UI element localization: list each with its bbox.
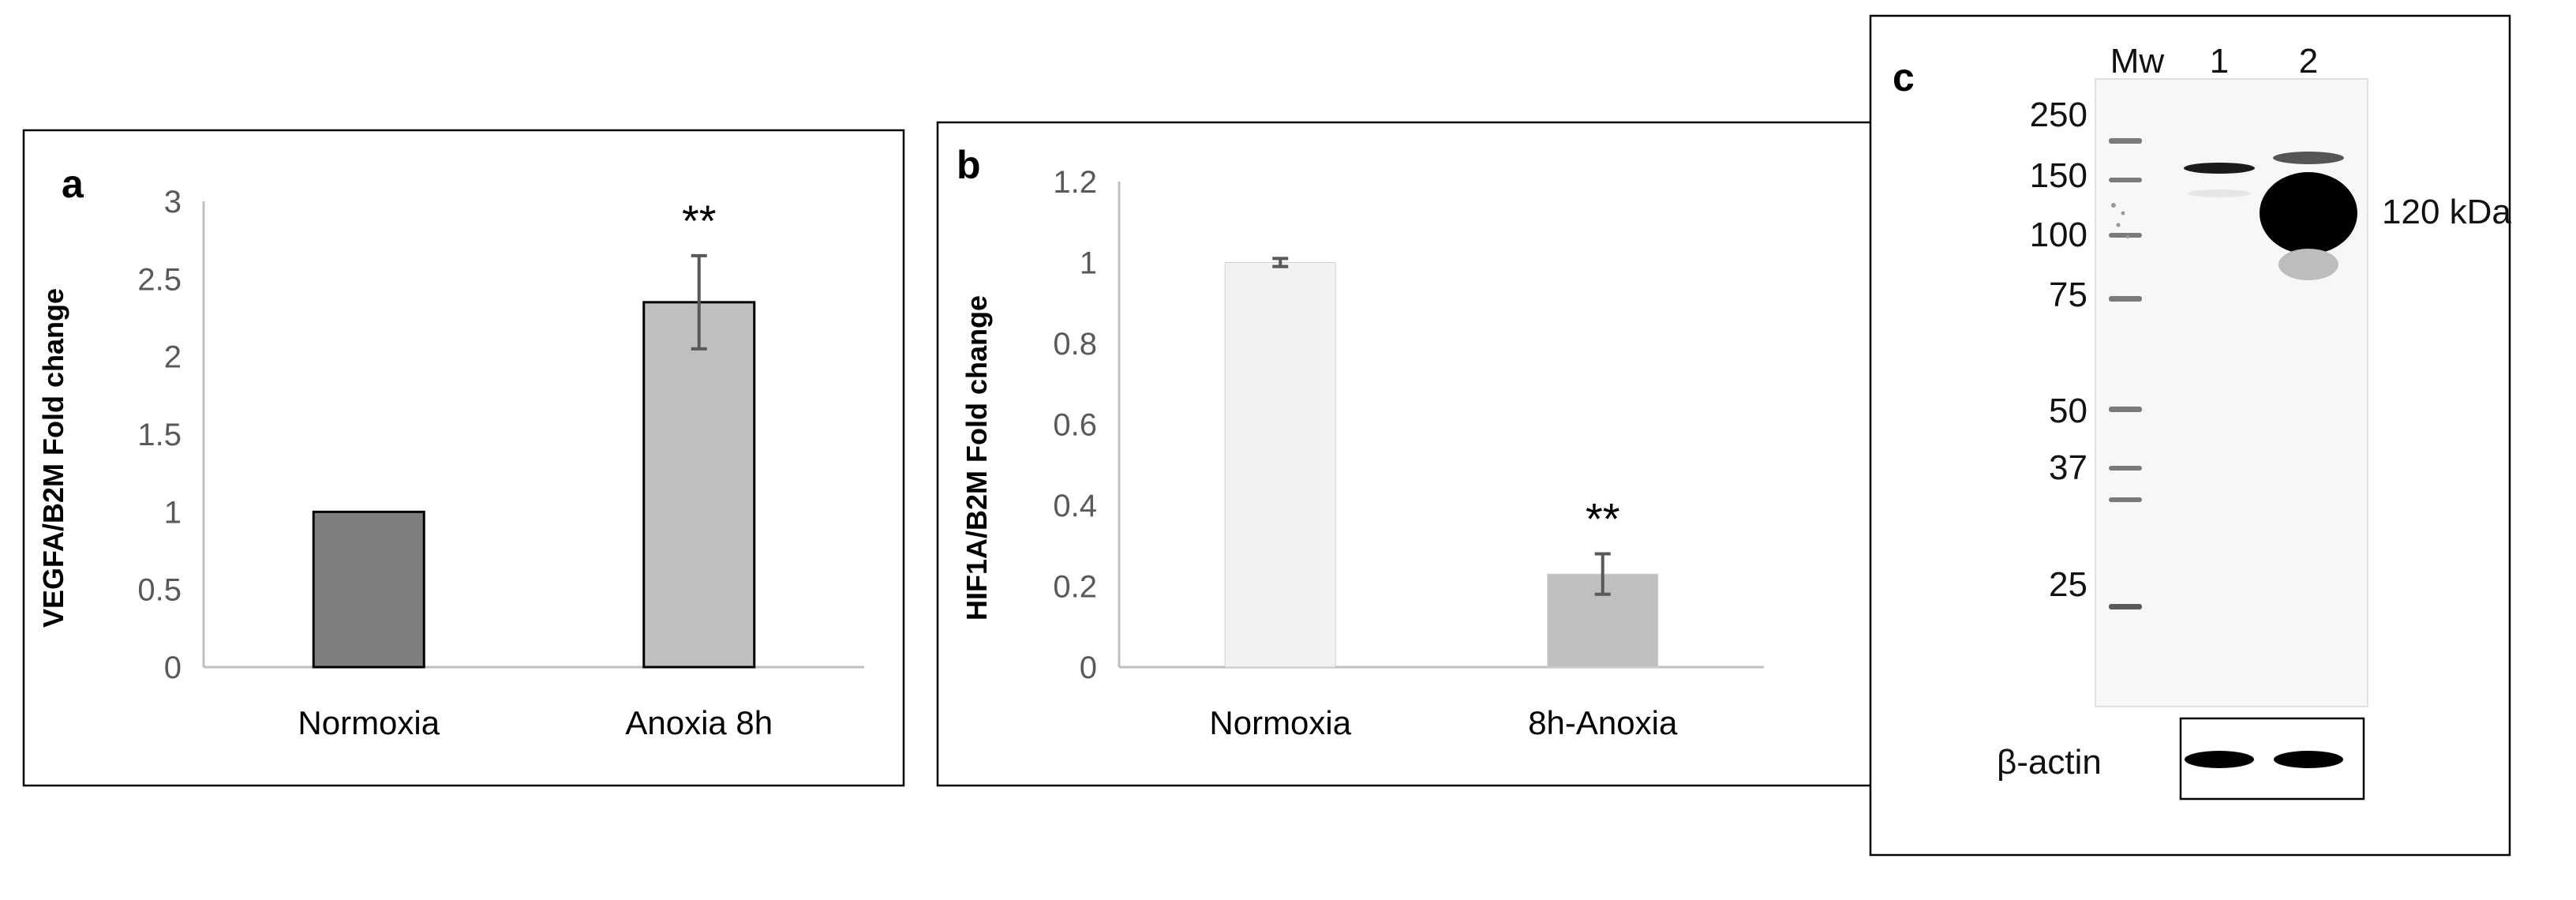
- panel-b: b HIF1A/B2M Fold change 0 0.2 0.4 0.6 0.8 1 1.…: [936, 121, 1874, 787]
- panel-b-letter: b: [957, 143, 981, 187]
- y-tick-label: 0.6: [1053, 408, 1097, 443]
- actin-band-lane1: [2185, 751, 2254, 768]
- panel-a-plot: 0 0.5 1 1.5 2 2.5 3 Normoxia ** Anoxia 8h: [137, 185, 864, 741]
- panel-b-ylabel: HIF1A/B2M Fold change: [960, 295, 993, 621]
- y-tick-label: 2: [164, 340, 182, 375]
- y-tick-label: 1: [1080, 246, 1097, 281]
- y-tick-label: 0: [164, 651, 182, 685]
- mw-marker-label: 50: [2049, 392, 2087, 430]
- ladder-band: [2109, 138, 2142, 144]
- y-tick-label: 3: [164, 185, 182, 219]
- ladder-band: [2109, 497, 2142, 502]
- y-tick-label: 1.2: [1053, 165, 1097, 200]
- panel-a-ylabel: VEGFA/B2M Fold change: [37, 288, 69, 628]
- lane2-main-band: [2260, 172, 2357, 254]
- lane2-smear: [2278, 249, 2338, 280]
- panel-a-frame: [22, 129, 905, 787]
- mw-marker-label: 75: [2049, 276, 2087, 314]
- ladder-speck: [2121, 211, 2125, 216]
- panel-a-letter: a: [62, 162, 84, 206]
- lane1-smear: [2188, 189, 2251, 197]
- significance-marker: **: [1586, 494, 1620, 544]
- y-tick-label: 0.5: [137, 573, 182, 608]
- mw-marker-label: 250: [2030, 96, 2087, 134]
- panel-c: c Mw 1 2 250 150 100 75 50 37 25: [1869, 14, 2511, 857]
- mw-marker-label: 25: [2049, 565, 2087, 604]
- category-label: 8h-Anoxia: [1528, 704, 1678, 741]
- mw-marker-label: 150: [2030, 156, 2087, 195]
- ladder-band: [2109, 466, 2142, 471]
- ladder-band: [2109, 604, 2142, 609]
- y-tick-label: 1: [164, 495, 182, 530]
- mw-marker-label: 37: [2049, 448, 2087, 487]
- panel-a: a VEGFA/B2M Fold change 0 0.5 1 1.5 2 2.5 3 Nor…: [22, 129, 905, 787]
- lane-header-1: 1: [2210, 42, 2229, 81]
- mw-marker-label: 100: [2030, 216, 2087, 254]
- ladder-speck: [2111, 203, 2116, 208]
- ladder-band: [2109, 178, 2142, 182]
- category-label: Normoxia: [1209, 704, 1351, 741]
- lane2-upper-band: [2273, 152, 2344, 164]
- loading-control-label: β-actin: [1997, 743, 2102, 782]
- category-label: Anoxia 8h: [625, 704, 773, 741]
- y-tick-label: 0.8: [1053, 327, 1097, 362]
- y-tick-label: 0.4: [1053, 489, 1097, 523]
- lane1-band: [2184, 163, 2255, 174]
- y-tick-label: 1.5: [137, 418, 182, 452]
- y-tick-label: 2.5: [137, 262, 182, 297]
- ladder-band: [2109, 233, 2142, 238]
- ladder-speck: [2116, 223, 2121, 227]
- bar-anoxia-8h: [642, 301, 756, 669]
- significance-marker: **: [682, 196, 717, 246]
- panel-b-frame: [936, 121, 1874, 787]
- ladder-band: [2109, 407, 2142, 412]
- panel-b-plot: 0 0.2 0.4 0.6 0.8 1 1.2 Normoxia ** 8h-Anoxia: [1053, 165, 1764, 741]
- y-tick-label: 0: [1080, 651, 1097, 685]
- y-tick-label: 0.2: [1053, 570, 1097, 605]
- ladder-speck: [2126, 235, 2129, 238]
- ladder-band: [2109, 296, 2142, 302]
- actin-band-lane2: [2274, 751, 2343, 768]
- category-label: Normoxia: [298, 704, 440, 741]
- bar-normoxia: [312, 510, 425, 669]
- bar-normoxia: [1224, 262, 1336, 668]
- mw-ladder: [2109, 138, 2142, 609]
- panel-c-letter: c: [1893, 55, 1915, 99]
- lane-header-mw: Mw: [2110, 42, 2165, 81]
- lane-header-2: 2: [2299, 42, 2318, 81]
- band-size-label: 120 kDa: [2382, 193, 2511, 231]
